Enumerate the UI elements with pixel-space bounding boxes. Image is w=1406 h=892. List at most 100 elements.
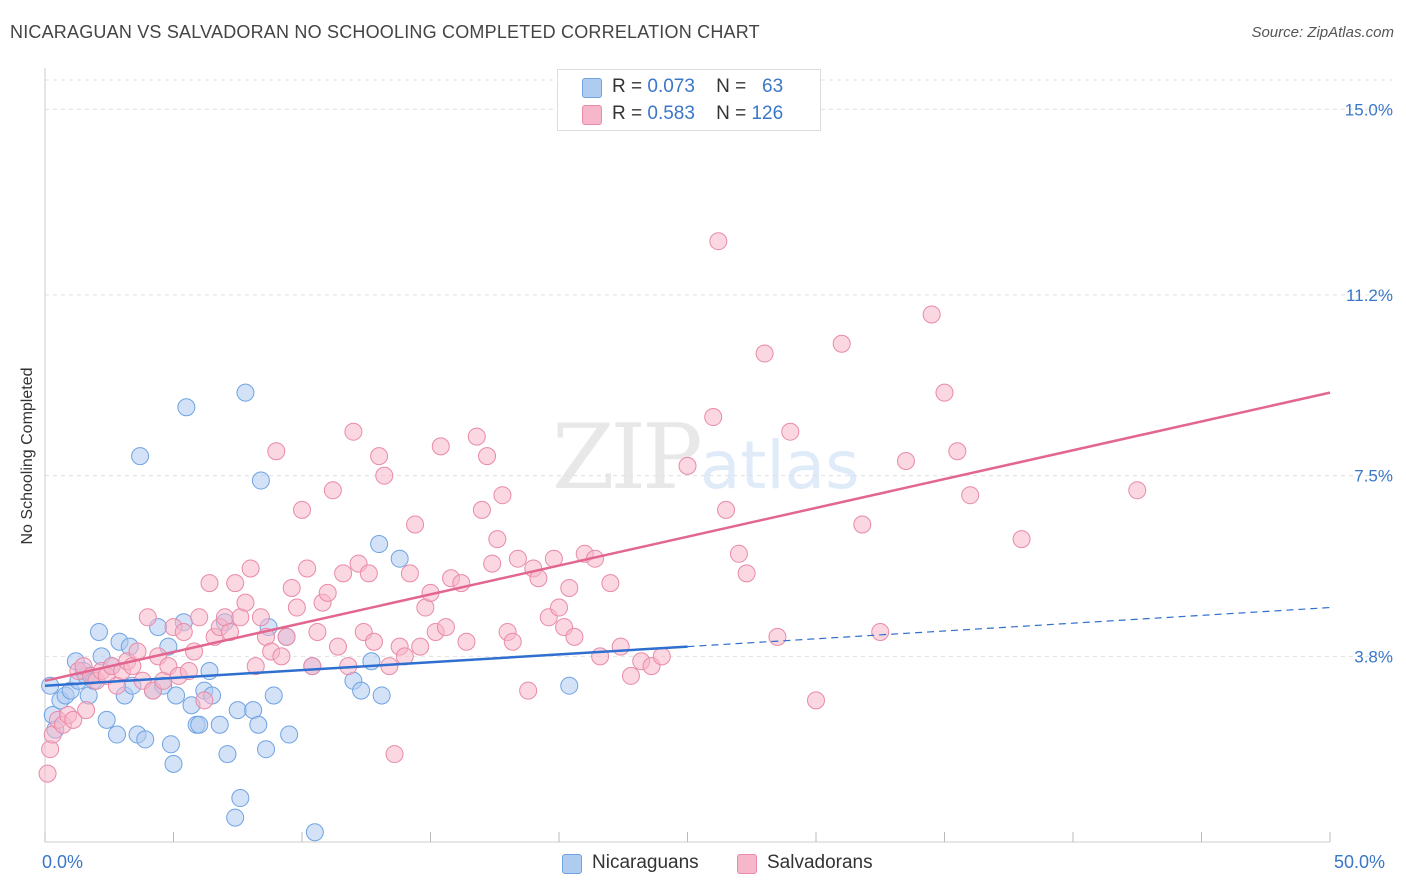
nicaraguan-trend-line xyxy=(44,645,688,687)
nicaraguan-point xyxy=(107,725,126,744)
salvadoran-point xyxy=(64,710,83,729)
salvadoran-point xyxy=(38,764,57,783)
nicaraguan-point xyxy=(210,715,229,734)
legend-r-label: R = xyxy=(612,76,643,97)
salvadoran-point xyxy=(488,530,507,549)
nicaraguan-point xyxy=(89,622,108,641)
salvadoran-point xyxy=(478,447,497,466)
salvadoran-point xyxy=(190,608,209,627)
nicaraguan-point xyxy=(164,754,183,773)
salvadoran-point xyxy=(375,466,394,485)
salvadoran-point xyxy=(41,740,60,759)
nicaraguan-point xyxy=(190,715,209,734)
legend-text-salvadorans: R = 0.583 N = 126 xyxy=(612,103,783,125)
salvadoran-point xyxy=(519,681,538,700)
nicaraguan-point xyxy=(249,715,268,734)
salvadoran-point xyxy=(768,627,787,646)
salvadoran-point xyxy=(560,579,579,597)
salvadoran-point xyxy=(678,456,697,475)
salvadoran-point xyxy=(550,598,568,617)
nicaraguan-point xyxy=(560,676,579,695)
salvadoran-point xyxy=(457,632,476,651)
salvadoran-point xyxy=(853,515,872,534)
salvadoran-point xyxy=(729,544,748,563)
salvadoran-point xyxy=(308,622,327,641)
salvadoran-point xyxy=(328,637,347,656)
salvadoran-point xyxy=(493,486,512,505)
salvadoran-point xyxy=(832,334,851,353)
salvadoran-point xyxy=(236,593,255,612)
nicaraguan-point xyxy=(131,447,150,466)
salvadoran-point xyxy=(565,627,584,646)
salvadoran-point xyxy=(334,564,353,583)
salvadoran-point xyxy=(737,564,756,583)
salvadoran-point xyxy=(385,745,404,764)
legend-r-value: 0.073 xyxy=(647,76,695,97)
salvadoran-point xyxy=(709,232,728,251)
salvadoran-point xyxy=(318,583,337,602)
y-tick-label: 11.2% xyxy=(1346,286,1393,305)
salvadoran-point xyxy=(717,500,736,519)
legend-n-label: N = xyxy=(716,76,747,97)
salvadoran-point xyxy=(467,427,486,446)
legend-n-value: 126 xyxy=(751,103,784,124)
nicaraguan-point xyxy=(218,745,237,764)
correlation-legend: R = 0.073 N = 63 R = 0.583 N = 126 xyxy=(557,69,821,131)
y-tick-labels: 3.8% 7.5% 11.2% 15.0% xyxy=(1345,100,1393,666)
nicaraguan-point xyxy=(372,686,391,705)
legend-swatch-salvadorans xyxy=(582,105,602,125)
salvadoran-point xyxy=(344,422,363,441)
y-tick-label: 7.5% xyxy=(1354,467,1393,486)
salvadoran-point xyxy=(359,564,378,583)
salvadoran-point xyxy=(503,632,522,651)
salvadoran-point xyxy=(621,666,640,685)
nicaraguan-point xyxy=(231,789,250,808)
salvadoran-point xyxy=(282,579,301,597)
watermark: ZIP atlas xyxy=(552,405,860,510)
salvadoran-point xyxy=(174,622,193,641)
salvadoran-point xyxy=(755,344,774,363)
y-tick-label: 15.0% xyxy=(1345,100,1393,119)
salvadoran-point xyxy=(611,637,630,656)
salvadoran-point xyxy=(246,657,265,676)
nicaraguan-point xyxy=(177,398,196,417)
nicaraguan-point xyxy=(370,535,389,554)
nicaraguan-trend-extension xyxy=(687,606,1331,648)
salvadoran-point xyxy=(287,598,306,617)
salvadoran-point xyxy=(961,486,980,505)
nicaraguan-points xyxy=(41,383,579,842)
salvadoran-trend-line xyxy=(44,391,1331,683)
nicaraguan-point xyxy=(352,681,371,700)
salvadoran-point xyxy=(652,647,671,666)
salvadoran-point xyxy=(267,442,286,461)
trend-lines xyxy=(44,391,1331,687)
nicaraguan-point xyxy=(167,686,186,705)
bottom-legend-swatch-nicaraguans xyxy=(562,854,582,874)
salvadoran-point xyxy=(508,549,527,568)
salvadoran-point xyxy=(241,559,260,578)
salvadoran-point xyxy=(364,632,383,651)
salvadoran-point xyxy=(1128,481,1147,500)
nicaraguan-point xyxy=(226,808,245,827)
nicaraguan-point xyxy=(236,383,255,402)
salvadoran-point xyxy=(807,691,825,710)
nicaraguan-point xyxy=(305,823,324,842)
salvadoran-point xyxy=(922,305,941,324)
salvadoran-point xyxy=(138,608,157,627)
salvadoran-point xyxy=(431,437,450,456)
salvadoran-point xyxy=(411,637,430,656)
salvadoran-point xyxy=(704,408,723,427)
salvadoran-point xyxy=(370,447,389,466)
salvadoran-point xyxy=(303,657,322,676)
salvadoran-point xyxy=(896,452,915,470)
salvadoran-point xyxy=(472,500,491,519)
salvadoran-point xyxy=(601,574,620,593)
nicaraguan-point xyxy=(257,740,276,759)
salvadoran-point xyxy=(77,701,96,720)
salvadoran-point xyxy=(400,564,419,583)
salvadoran-points xyxy=(38,232,1147,783)
bottom-legend-label-nicaraguans: Nicaraguans xyxy=(592,852,699,873)
chart-title: NICARAGUAN VS SALVADORAN NO SCHOOLING CO… xyxy=(10,22,760,42)
legend-text-nicaraguans: R = 0.073 N = 63 xyxy=(612,76,783,98)
